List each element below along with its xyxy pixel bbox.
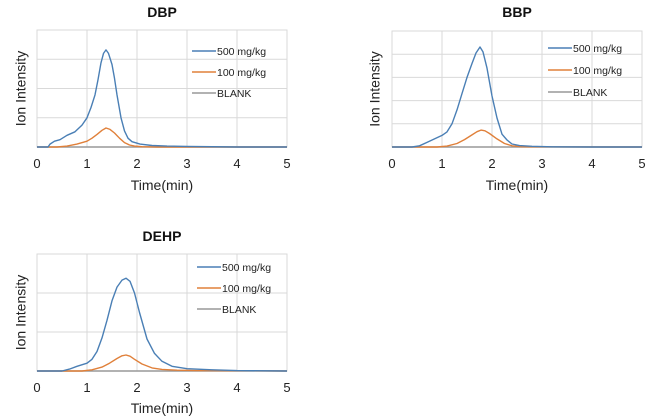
legend-label: 100 mg/kg [217,67,266,79]
x-tick-label: 0 [33,156,40,171]
y-axis-title: Ion Intensity [13,275,29,351]
x-tick-label: 1 [83,380,90,395]
x-tick-label: 4 [588,156,595,171]
x-tick-label: 2 [133,380,140,395]
x-tick-label: 3 [183,380,190,395]
chart-title: BBP [502,4,532,20]
legend-label: 100 mg/kg [222,283,271,295]
x-tick-label: 0 [388,156,395,171]
legend-label: 500 mg/kg [217,46,266,58]
x-axis-title: Time(min) [131,177,193,193]
legend-label: 500 mg/kg [222,262,271,274]
x-tick-label: 4 [233,380,240,395]
chart-panel-bbp: BBP 0 1 2 3 4 5 Time(min) Ion Intensity 500 mg/kg… [367,4,646,193]
x-tick-label: 3 [183,156,190,171]
legend-item: BLANK [548,87,607,99]
x-tick-label: 1 [83,156,90,171]
chart-panel-dbp: DBP 0 1 2 3 4 5 Time(min) Ion Intensity 500 mg/kg… [13,4,291,193]
chart-title: DBP [147,4,177,20]
x-tick-label: 2 [488,156,495,171]
y-axis-title: Ion Intensity [13,51,29,127]
chart-panel-dehp: DEHP 0 1 2 3 4 5 Time(min) Ion Intensity 500 mg/k… [13,228,291,416]
x-tick-label: 5 [283,380,290,395]
series-line-100-mg-kg [37,354,288,372]
legend: 500 mg/kg 100 mg/kg BLANK [548,43,622,99]
y-axis-title: Ion Intensity [367,51,383,127]
series-line-500-mg-kg [37,277,288,372]
legend-item: 500 mg/kg [548,43,622,55]
legend: 500 mg/kg 100 mg/kg BLANK [197,262,271,316]
series-line-500-mg-kg [37,49,287,148]
legend-item: 500 mg/kg [197,262,271,274]
x-tick-label: 1 [438,156,445,171]
legend: 500 mg/kg 100 mg/kg BLANK [192,46,266,100]
series-line-500-mg-kg [392,46,642,148]
series-line-100-mg-kg [392,129,643,148]
x-tick-label: 2 [133,156,140,171]
legend-item: 100 mg/kg [192,67,266,79]
legend-item: 100 mg/kg [548,65,622,77]
legend-item: BLANK [197,304,256,316]
series-line-100-mg-kg [37,127,287,148]
x-tick-label: 3 [538,156,545,171]
legend-label: 500 mg/kg [573,43,622,55]
x-tick-label: 4 [233,156,240,171]
chart-title: DEHP [143,228,182,244]
legend-label: BLANK [217,88,251,100]
x-axis-title: Time(min) [131,400,193,416]
legend-item: BLANK [192,88,251,100]
legend-item: 500 mg/kg [192,46,266,58]
legend-label: BLANK [573,87,607,99]
legend-label: 100 mg/kg [573,65,622,77]
x-tick-label: 5 [638,156,645,171]
legend-item: 100 mg/kg [197,283,271,295]
x-axis-title: Time(min) [486,177,548,193]
legend-label: BLANK [222,304,256,316]
x-tick-label: 0 [33,380,40,395]
x-tick-label: 5 [283,156,290,171]
